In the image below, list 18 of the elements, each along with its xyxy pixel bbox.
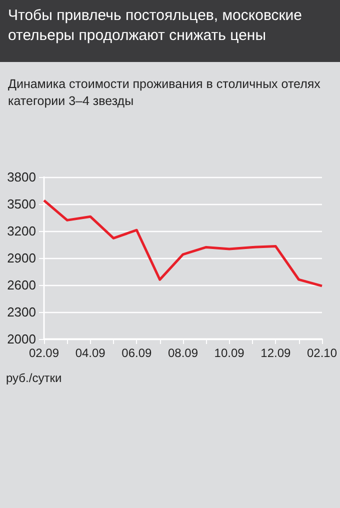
y-tick-label: 2900 <box>7 250 36 266</box>
line-series <box>42 199 324 288</box>
x-tick-label: 08.09 <box>168 346 198 360</box>
chart-subtitle: Динамика стоимости проживания в столичных отелях категории 3–4 звезды <box>7 76 322 110</box>
x-tick-label: 02.10 <box>306 346 338 360</box>
y-tick-label: 2000 <box>7 332 36 346</box>
x-tick-label: 06.09 <box>122 346 152 360</box>
y-tick-label: 3200 <box>7 224 36 238</box>
y-tick-label: 3800 <box>7 170 36 184</box>
y-axis-title: руб./сутки <box>6 371 62 385</box>
y-tick-label: 3500 <box>7 196 36 212</box>
x-tick-label: 02.09 <box>28 346 60 360</box>
x-tick-label: 12.09 <box>260 346 291 360</box>
x-tick-label: 04.09 <box>75 346 106 360</box>
y-tick-label: 2600 <box>7 278 36 292</box>
y-tick-label: 2300 <box>7 304 36 320</box>
chart-title: Чтобы привлечь постояльцев, московские отельеры продолжают снижать цены <box>0 0 340 62</box>
x-tick-label: 10.09 <box>214 346 245 360</box>
